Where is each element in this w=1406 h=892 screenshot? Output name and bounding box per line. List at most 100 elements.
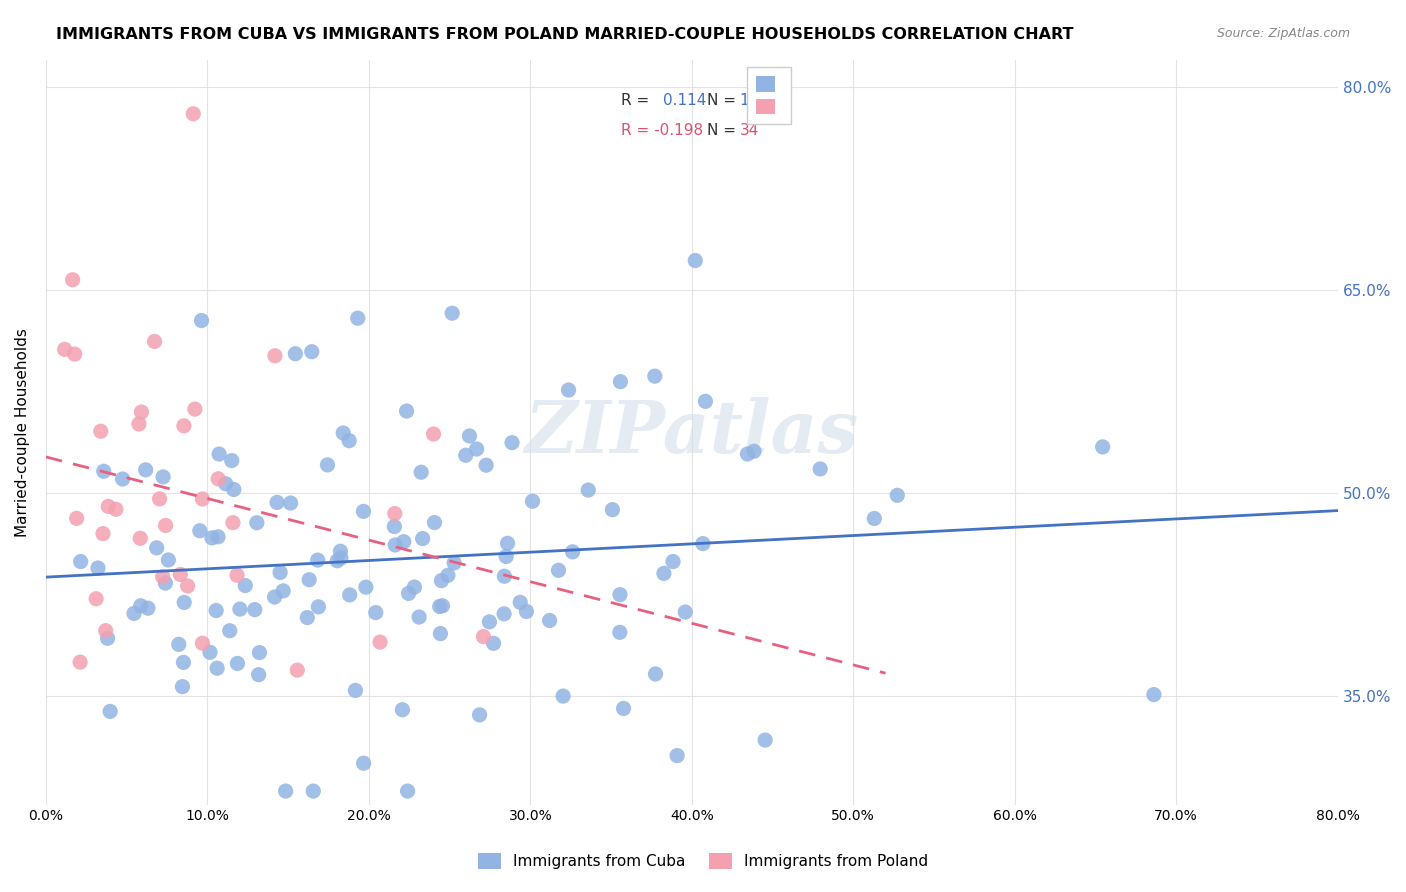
Immigrants from Poland (91, 526, 114, 541)
Immigrants from Cuba (404, 580, 426, 594)
Immigrants from Cuba (135, 463, 157, 477)
Immigrants from Poland (129, 531, 152, 545)
Immigrants from Cuba (808, 462, 831, 476)
Immigrants from Cuba (249, 646, 271, 660)
Immigrants from Poland (66, 511, 89, 525)
Immigrants from Cuba (429, 626, 451, 640)
Immigrants from Cuba (863, 511, 886, 525)
Immigrants from Cuba (754, 733, 776, 747)
Immigrants from Poland (53, 343, 76, 357)
Immigrants from Cuba (145, 541, 167, 555)
Immigrants from Cuba (205, 603, 228, 617)
Immigrants from Cuba (207, 530, 229, 544)
Immigrants from Cuba (69, 555, 91, 569)
Immigrants from Poland (285, 663, 308, 677)
Immigrants from Cuba (354, 580, 377, 594)
Immigrants from Cuba (269, 566, 291, 580)
Immigrants from Cuba (443, 556, 465, 570)
Immigrants from Cuba (501, 435, 523, 450)
Immigrants from Poland (173, 418, 195, 433)
Immigrants from Cuba (515, 605, 537, 619)
Immigrants from Cuba (332, 425, 354, 440)
Immigrants from Cuba (468, 707, 491, 722)
Immigrants from Cuba (412, 532, 434, 546)
Immigrants from Cuba (522, 494, 544, 508)
Immigrants from Cuba (87, 561, 110, 575)
Immigrants from Cuba (301, 344, 323, 359)
Immigrants from Cuba (226, 657, 249, 671)
Immigrants from Poland (264, 349, 287, 363)
Immigrants from Cuba (673, 605, 696, 619)
Immigrants from Cuba (201, 531, 224, 545)
Immigrants from Poland (104, 502, 127, 516)
Y-axis label: Married-couple Households: Married-couple Households (15, 327, 30, 537)
Immigrants from Cuba (408, 610, 430, 624)
Immigrants from Cuba (263, 590, 285, 604)
Text: 125: 125 (740, 93, 769, 108)
Immigrants from Cuba (465, 442, 488, 456)
Immigrants from Cuba (666, 748, 689, 763)
Immigrants from Cuba (458, 429, 481, 443)
Immigrants from Poland (368, 635, 391, 649)
Immigrants from Cuba (205, 661, 228, 675)
Immigrants from Cuba (482, 636, 505, 650)
Immigrants from Poland (222, 516, 245, 530)
Immigrants from Cuba (215, 476, 238, 491)
Immigrants from Cuba (561, 545, 583, 559)
Immigrants from Cuba (652, 566, 675, 581)
Immigrants from Cuba (396, 784, 419, 798)
Immigrants from Cuba (229, 602, 252, 616)
Legend: Immigrants from Cuba, Immigrants from Poland: Immigrants from Cuba, Immigrants from Po… (472, 847, 934, 875)
Text: ZIPatlas: ZIPatlas (524, 397, 859, 467)
Immigrants from Poland (62, 273, 84, 287)
Immigrants from Cuba (157, 553, 180, 567)
Immigrants from Cuba (172, 656, 194, 670)
Immigrants from Cuba (122, 607, 145, 621)
Immigrants from Cuba (246, 516, 269, 530)
Text: R = -0.198: R = -0.198 (621, 123, 703, 138)
Immigrants from Cuba (326, 554, 349, 568)
Immigrants from Cuba (1143, 688, 1166, 702)
Text: N =: N = (707, 93, 737, 108)
Immigrants from Cuba (329, 551, 352, 566)
Immigrants from Cuba (93, 464, 115, 478)
Immigrants from Cuba (742, 444, 765, 458)
Immigrants from Cuba (173, 595, 195, 609)
Immigrants from Cuba (475, 458, 498, 473)
Immigrants from Cuba (494, 607, 516, 621)
Text: 0.114: 0.114 (664, 93, 707, 108)
Text: 34: 34 (740, 123, 759, 138)
Immigrants from Cuba (737, 447, 759, 461)
Immigrants from Cuba (222, 483, 245, 497)
Immigrants from Cuba (172, 680, 194, 694)
Immigrants from Poland (148, 491, 170, 506)
Immigrants from Poland (472, 630, 495, 644)
Immigrants from Cuba (692, 536, 714, 550)
Immigrants from Cuba (316, 458, 339, 472)
Immigrants from Poland (94, 624, 117, 638)
Legend: , : , (747, 67, 792, 124)
Immigrants from Cuba (96, 632, 118, 646)
Immigrants from Cuba (423, 516, 446, 530)
Immigrants from Cuba (1091, 440, 1114, 454)
Immigrants from Cuba (221, 453, 243, 467)
Immigrants from Cuba (557, 383, 579, 397)
Immigrants from Cuba (496, 536, 519, 550)
Immigrants from Cuba (547, 563, 569, 577)
Immigrants from Poland (422, 427, 444, 442)
Immigrants from Poland (155, 518, 177, 533)
Immigrants from Poland (128, 417, 150, 431)
Immigrants from Poland (69, 655, 91, 669)
Immigrants from Cuba (271, 583, 294, 598)
Immigrants from Cuba (337, 434, 360, 448)
Immigrants from Cuba (364, 606, 387, 620)
Immigrants from Cuba (695, 394, 717, 409)
Immigrants from Poland (191, 491, 214, 506)
Immigrants from Poland (152, 570, 174, 584)
Immigrants from Cuba (198, 645, 221, 659)
Immigrants from Cuba (576, 483, 599, 497)
Immigrants from Poland (131, 405, 153, 419)
Immigrants from Cuba (129, 599, 152, 613)
Immigrants from Cuba (432, 599, 454, 613)
Immigrants from Cuba (429, 599, 451, 614)
